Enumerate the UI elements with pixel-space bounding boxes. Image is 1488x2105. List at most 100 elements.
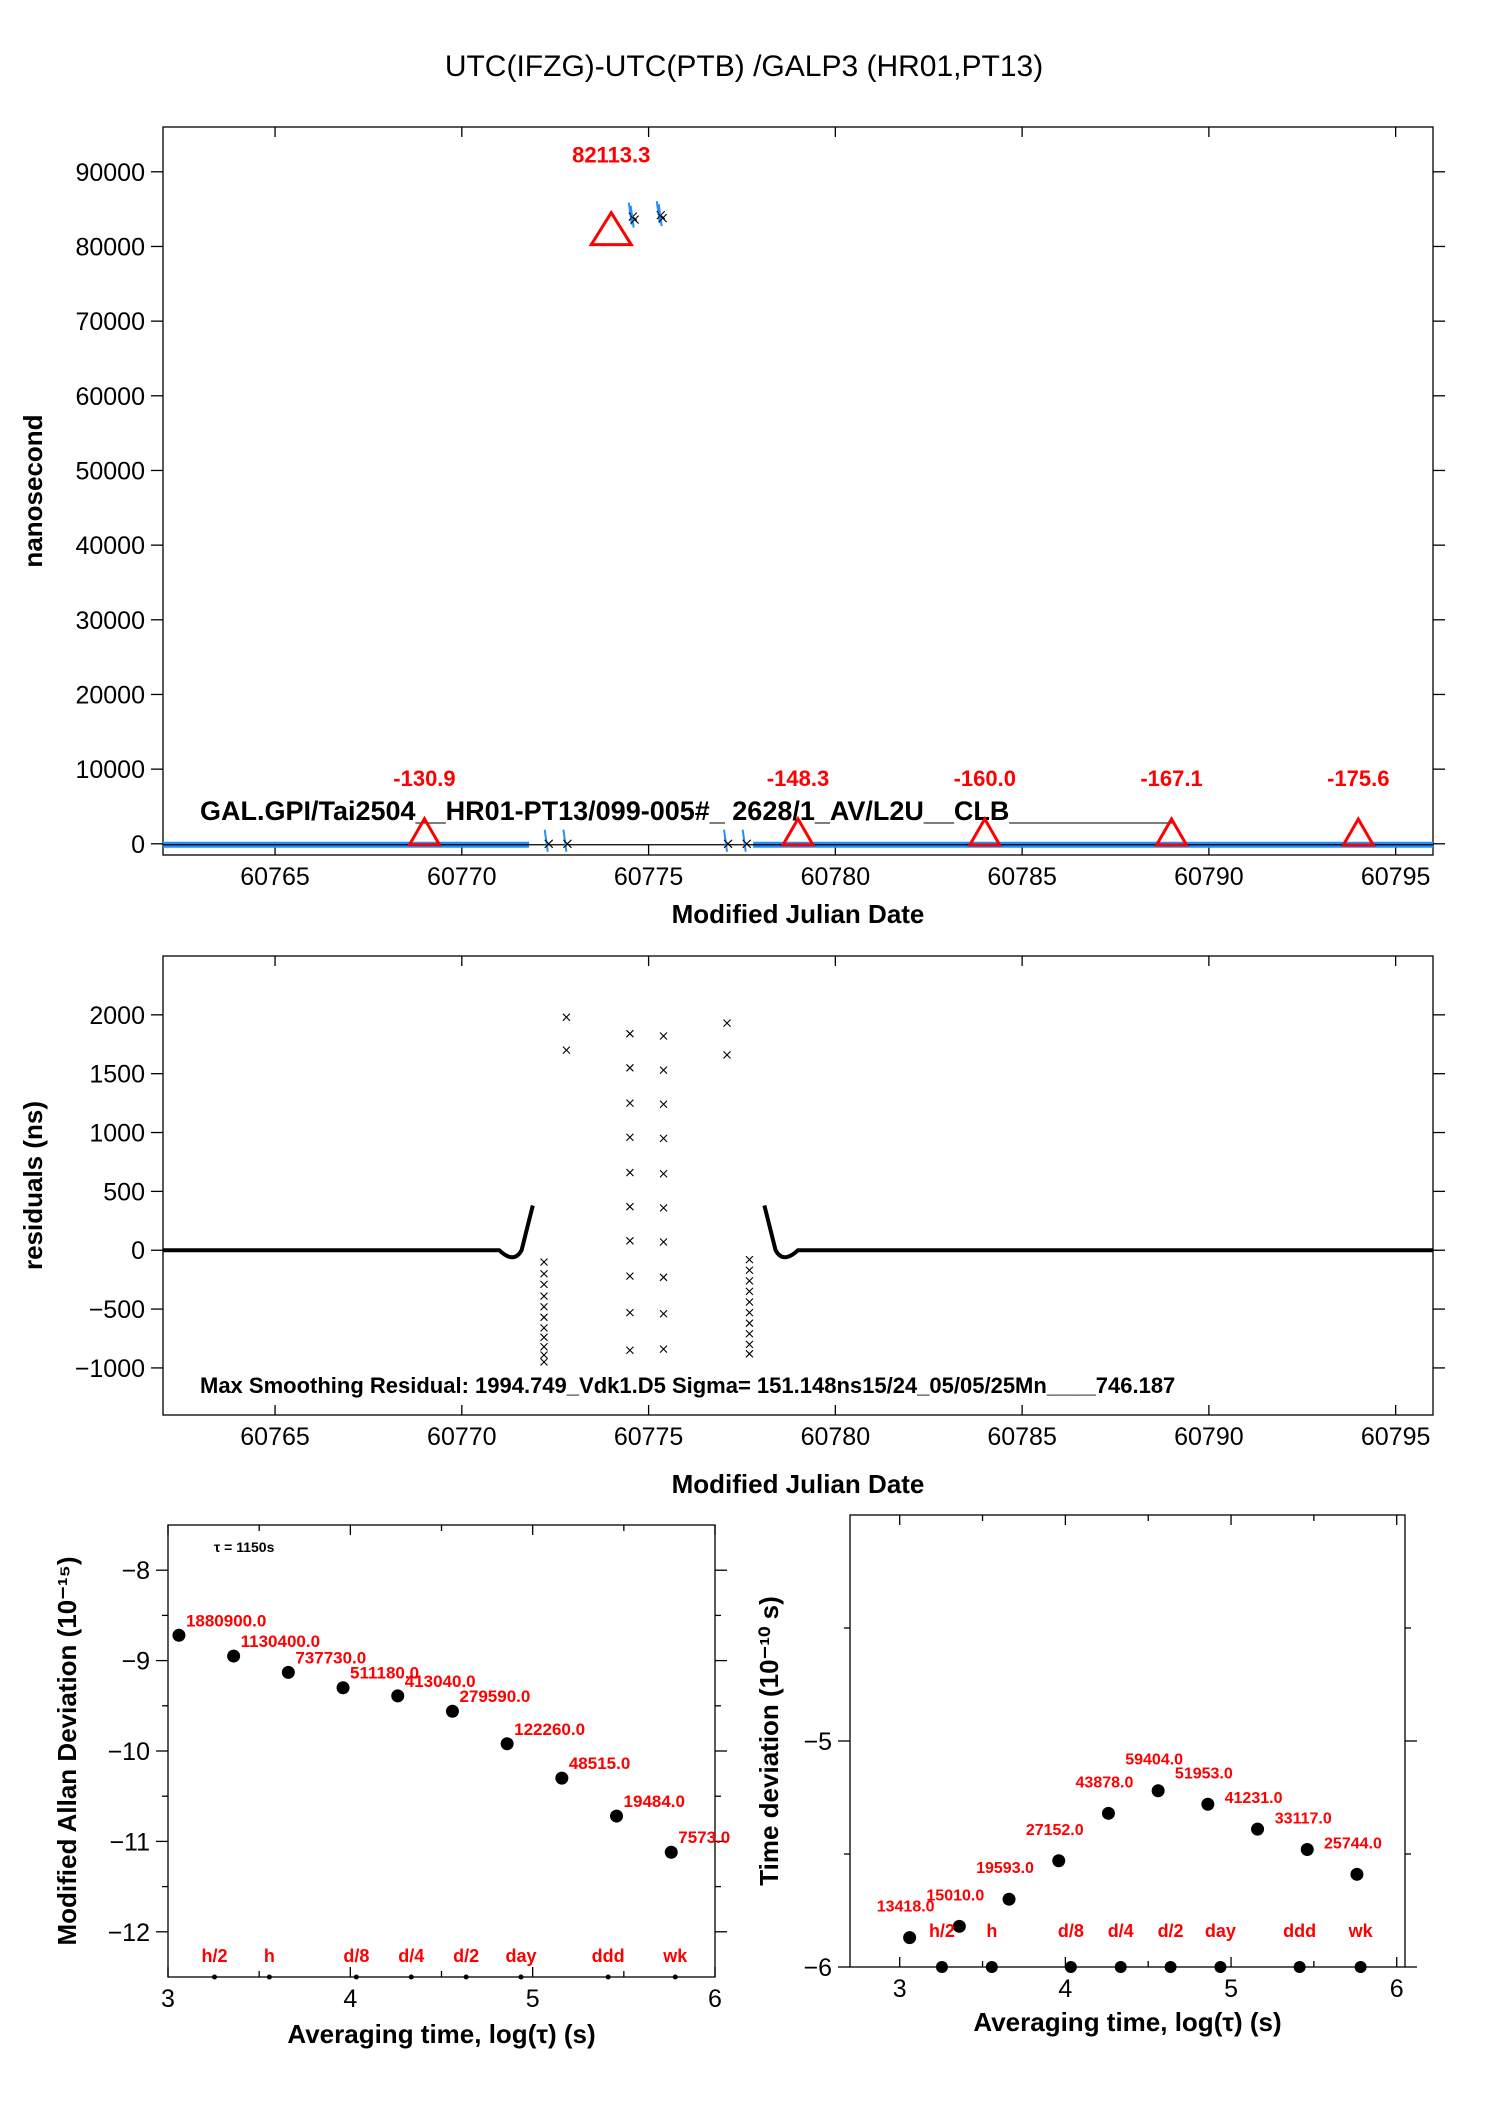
x-tick-label: 60790 (1174, 1423, 1244, 1451)
x-tick-label: 60785 (987, 863, 1057, 891)
interval-label: wk (662, 1946, 688, 1966)
outlier-point (544, 839, 554, 849)
marker-label: -175.6 (1327, 766, 1389, 791)
x-tick-label: 3 (161, 1985, 175, 2013)
triangle-marker (1153, 816, 1190, 847)
residual-point (659, 1273, 668, 1282)
residual-point (659, 1066, 668, 1075)
outlier-point (563, 839, 572, 849)
tdev-point (903, 1931, 917, 1945)
residual-point (626, 1346, 634, 1355)
y-axis-label: Modified Allan Deviation (10⁻¹⁵) (52, 1557, 82, 1946)
residual-caption: Max Smoothing Residual: 1994.749_Vdk1.D5… (200, 1373, 1175, 1398)
x-tick-label: 60770 (427, 1423, 497, 1451)
interval-dot (935, 1961, 948, 1973)
residual-point (626, 1272, 634, 1281)
residual-point (626, 1029, 634, 1038)
interval-dot (211, 1974, 217, 1980)
residual-point (745, 1340, 754, 1349)
x-tick-label: 5 (526, 1985, 540, 2013)
y-tick-label: 90000 (75, 159, 145, 187)
residual-point (626, 1202, 634, 1211)
triangle-marker (588, 209, 634, 247)
residual-point (659, 1345, 668, 1353)
x-tick-label: 60785 (987, 1423, 1057, 1451)
time-difference-panel: 60765 60770 60775 60780 60785 60790 60795 0 1000… (18, 126, 1445, 929)
residual-point (540, 1342, 548, 1351)
outlier-point (742, 839, 752, 849)
y-tick-label: −8 (121, 1557, 150, 1585)
residual-point (626, 1063, 634, 1072)
marker-label: -160.0 (954, 766, 1016, 791)
residual-point (659, 1032, 668, 1040)
residual-point (626, 1236, 634, 1245)
interval-dot (463, 1974, 469, 1980)
residual-point (723, 1019, 731, 1027)
y-tick-label: 30000 (75, 607, 145, 635)
mdev-point (445, 1704, 459, 1718)
interval-dot (1214, 1961, 1227, 1973)
interval-dot (353, 1974, 359, 1980)
mdev-point (227, 1649, 241, 1663)
residual-point (540, 1333, 548, 1342)
interval-label: d/4 (398, 1946, 424, 1966)
residuals-panel: 60765 60770 60775 60780 60785 60790 60795 −1000… (18, 955, 1445, 1499)
mdev-point-label: 122260.0 (514, 1720, 585, 1739)
residual-point (659, 1309, 668, 1318)
tdev-point (1151, 1784, 1165, 1798)
mdev-point (281, 1665, 295, 1679)
residual-point (723, 1050, 731, 1059)
marker-label: -130.9 (393, 766, 455, 791)
outlier-point (658, 213, 668, 223)
y-tick-label: 40000 (75, 532, 145, 560)
mdev-point-label: 737730.0 (295, 1648, 366, 1667)
interval-dot (408, 1974, 414, 1980)
residual-point (562, 1013, 571, 1022)
marker-label: -167.1 (1140, 766, 1202, 791)
residual-point (745, 1329, 754, 1338)
residual-point (626, 1308, 634, 1317)
interval-dot (605, 1974, 611, 1980)
mdev-point (172, 1628, 186, 1642)
x-tick-label: 60770 (427, 863, 497, 891)
y-tick-label: −500 (89, 1296, 145, 1324)
marker-label: -148.3 (767, 766, 829, 791)
time-deviation-panel: 3 4 5 6 −6 −5 Averaging time, log(τ) (s) Time d… (754, 1514, 1417, 2037)
interval-label: h (264, 1946, 275, 1966)
interval-dot (266, 1974, 272, 1980)
triangle-marker (780, 815, 816, 847)
plot-frame (162, 126, 1434, 856)
residual-point (540, 1280, 548, 1289)
x-tick-label: 6 (1390, 1975, 1404, 2003)
interval-dot (1064, 1961, 1077, 1973)
interval-label: ddd (1283, 1921, 1316, 1941)
y-tick-label: 0 (131, 1237, 145, 1265)
residual-point (540, 1269, 548, 1278)
x-axis-label: Modified Julian Date (672, 1469, 925, 1499)
interval-label: day (1205, 1921, 1236, 1941)
tdev-point (1350, 1867, 1364, 1881)
y-tick-label: 80000 (75, 233, 145, 261)
tdev-point-label: 19593.0 (976, 1860, 1034, 1877)
plot-frame (167, 1524, 716, 1978)
y-tick-label: −11 (109, 1828, 150, 1856)
mdev-point-label: 1130400.0 (241, 1632, 320, 1651)
residual-point (540, 1313, 548, 1322)
residual-point (540, 1302, 548, 1311)
residual-point (745, 1349, 754, 1358)
y-tick-label: −1000 (75, 1355, 145, 1383)
plot-frame (162, 955, 1434, 1416)
tdev-point (1002, 1892, 1016, 1906)
mdev-point (555, 1771, 569, 1785)
x-tick-label: 60795 (1361, 863, 1431, 891)
y-tick-label: −12 (108, 1919, 150, 1947)
residual-line (163, 1205, 535, 1260)
y-tick-label: 70000 (75, 308, 145, 336)
x-tick-label: 60775 (614, 863, 684, 891)
interval-label: h (986, 1921, 997, 1941)
residual-point (562, 1046, 571, 1055)
interval-dot (672, 1974, 678, 1980)
interval-label: d/8 (343, 1946, 369, 1966)
residual-point (659, 1100, 668, 1109)
residual-point (659, 1134, 668, 1143)
